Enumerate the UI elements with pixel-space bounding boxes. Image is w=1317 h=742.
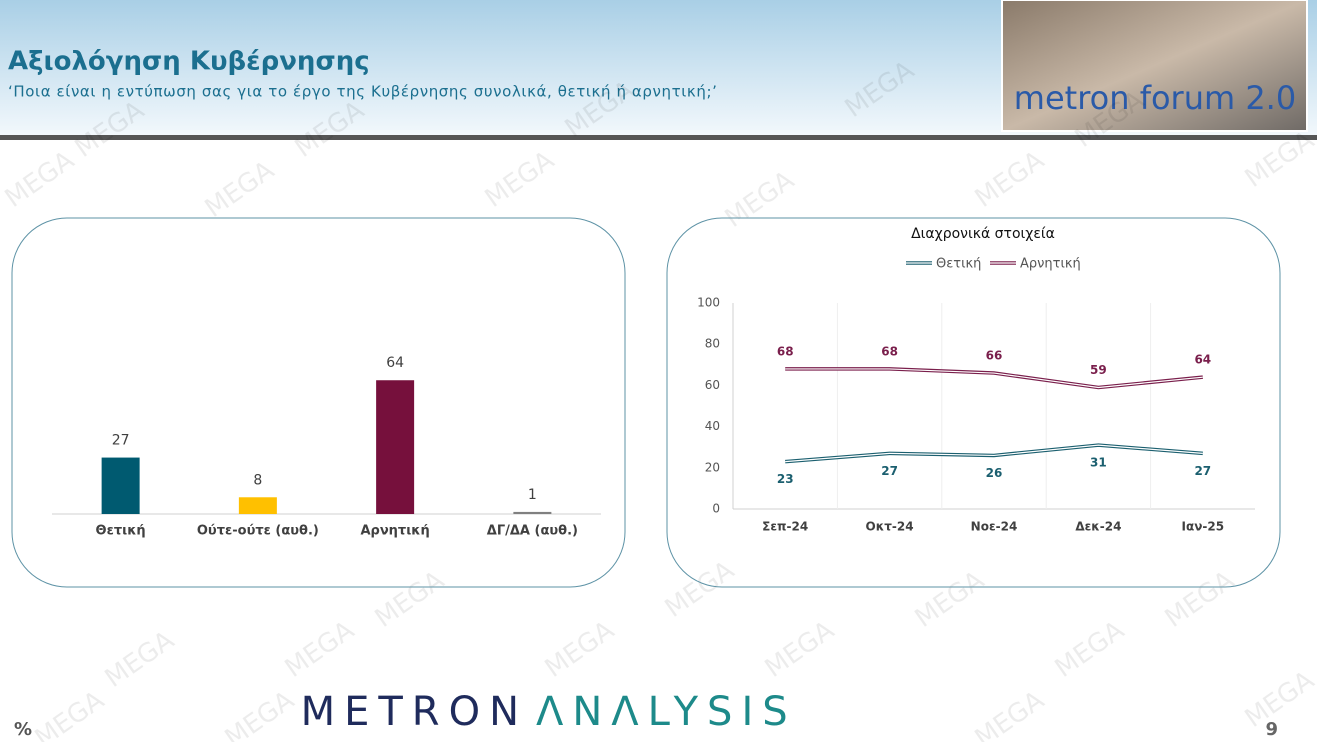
logo-image xyxy=(1001,0,1308,132)
watermark: MEGA xyxy=(370,565,450,634)
value-label: 23 xyxy=(777,472,794,486)
value-label: 27 xyxy=(112,433,130,449)
x-tick-label: Δεκ-24 xyxy=(1075,520,1121,534)
value-label: 68 xyxy=(777,344,794,358)
watermark: MEGA xyxy=(660,555,740,624)
value-label: 64 xyxy=(1194,353,1211,367)
watermark: MEGA xyxy=(30,685,110,742)
watermark: MEGA xyxy=(1240,665,1317,734)
watermark: MEGA xyxy=(0,145,80,214)
bar xyxy=(376,380,415,514)
value-label: 31 xyxy=(1090,456,1107,470)
slide-title: Αξιολόγηση Κυβέρνησης xyxy=(8,47,370,77)
line xyxy=(785,443,1203,464)
watermark: MEGA xyxy=(970,685,1050,742)
x-tick-label: Θετική xyxy=(96,524,146,539)
y-tick-label: 20 xyxy=(705,460,720,474)
slide-subtitle: ‘Ποια είναι η εντύπωση σας για το έργο τ… xyxy=(8,83,718,101)
header-rule xyxy=(0,135,1317,140)
y-tick-label: 0 xyxy=(712,502,720,516)
x-tick-label: Σεπ-24 xyxy=(762,520,808,534)
unit-label: % xyxy=(14,719,32,740)
logo-text: metron forum 2.0 xyxy=(1014,79,1296,117)
value-label: 27 xyxy=(1194,464,1211,478)
watermark: MEGA xyxy=(760,615,840,684)
value-label: 68 xyxy=(881,344,898,358)
x-tick-label: Οκτ-24 xyxy=(866,520,914,534)
watermark: MEGA xyxy=(720,165,800,234)
x-tick-label: Ούτε-ούτε (αυθ.) xyxy=(197,524,319,539)
brand-part: METRON xyxy=(301,689,528,735)
line-highlight xyxy=(785,444,1203,463)
value-label: 64 xyxy=(386,355,404,371)
watermark: MEGA xyxy=(480,145,560,214)
value-label: 1 xyxy=(528,487,537,503)
legend-label: Αρνητική xyxy=(1020,257,1081,272)
brand-part: ΛNΛLYSIS xyxy=(536,689,797,735)
watermark: MEGA xyxy=(280,615,360,684)
value-label: 26 xyxy=(986,466,1003,480)
watermark: MEGA xyxy=(970,145,1050,214)
panel xyxy=(11,217,626,588)
chart-title: Διαχρονικά στοιχεία xyxy=(911,226,1055,242)
y-tick-label: 80 xyxy=(705,337,720,351)
watermark: MEGA xyxy=(910,565,990,634)
y-tick-label: 100 xyxy=(697,296,720,310)
x-tick-label: Ιαν-25 xyxy=(1182,520,1225,534)
y-tick-label: 60 xyxy=(705,378,720,392)
watermark: MEGA xyxy=(220,685,300,742)
y-tick-label: 40 xyxy=(705,419,720,433)
value-label: 66 xyxy=(986,349,1003,363)
value-label: 8 xyxy=(253,472,262,488)
x-tick-label: Αρνητική xyxy=(360,524,429,539)
watermark: MEGA xyxy=(100,625,180,694)
bar xyxy=(513,511,552,514)
watermark: MEGA xyxy=(540,615,620,684)
watermark: MEGA xyxy=(200,155,280,224)
value-label: 59 xyxy=(1090,363,1107,377)
line-highlight xyxy=(785,368,1203,389)
watermark: MEGA xyxy=(1160,565,1240,634)
x-tick-label: Νοε-24 xyxy=(971,520,1018,534)
bar xyxy=(238,497,277,514)
value-label: 27 xyxy=(881,464,898,478)
panel xyxy=(666,217,1281,588)
x-tick-label: ΔΓ/ΔΑ (αυθ.) xyxy=(487,524,578,539)
legend-label: Θετική xyxy=(936,257,981,272)
line xyxy=(785,367,1203,390)
page-number: 9 xyxy=(1265,719,1278,740)
watermark: MEGA xyxy=(1050,615,1130,684)
bar xyxy=(101,457,140,514)
